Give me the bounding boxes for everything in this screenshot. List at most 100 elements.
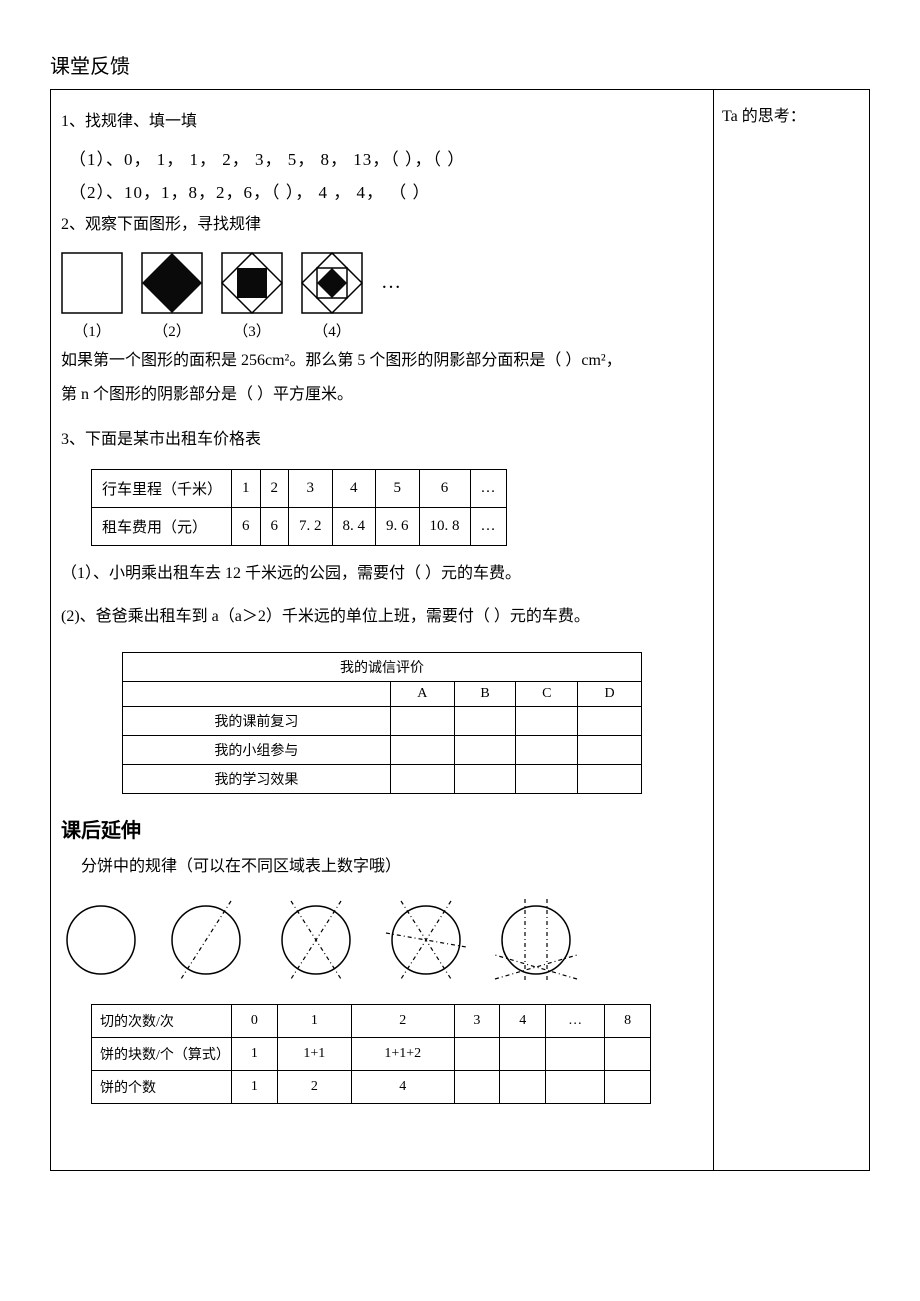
eval-title: 我的诚信评价 <box>123 652 642 681</box>
cell: 我的学习效果 <box>123 764 391 793</box>
q3-sub2: (2)、爸爸乘出租车到 a（a＞2）千米远的单位上班，需要付（ ）元的车费。 <box>61 603 703 632</box>
shape-3-icon <box>221 252 283 314</box>
circle-0-icon <box>61 895 141 990</box>
shape-labels: （1） （2） （3） （4） <box>61 320 703 341</box>
table-row: 我的小组参与 <box>123 735 642 764</box>
shape-label-3: （3） <box>221 320 283 341</box>
row-label: 饼的个数 <box>92 1071 232 1104</box>
cell: 5 <box>376 469 420 507</box>
cell: … <box>470 469 506 507</box>
cell: 6 <box>232 507 261 545</box>
cell: 10. 8 <box>419 507 470 545</box>
cell: 1 <box>277 1005 351 1038</box>
cell <box>454 706 516 735</box>
table-row: 行车里程（千米） 1 2 3 4 5 6 … <box>92 469 507 507</box>
row-label: 行车里程（千米） <box>92 469 232 507</box>
cell <box>500 1038 546 1071</box>
cell <box>500 1071 546 1104</box>
cell <box>390 735 454 764</box>
circle-2-icon <box>271 895 361 990</box>
cell: 7. 2 <box>289 507 333 545</box>
extension-table: 切的次数/次 0 1 2 3 4 … 8 饼的块数/个（算式） 1 1+1 1+… <box>91 1004 651 1104</box>
taxi-price-table: 行车里程（千米） 1 2 3 4 5 6 … 租车费用（元） 6 6 7. 2 … <box>91 469 507 546</box>
right-col-title: Ta 的思考： <box>722 102 861 126</box>
table-row: 我的课前复习 <box>123 706 642 735</box>
cell: 9. 6 <box>376 507 420 545</box>
page-title: 课堂反馈 <box>50 50 870 79</box>
circles-row <box>61 895 703 990</box>
cell: 1+1 <box>277 1038 351 1071</box>
shape-label-4: （4） <box>301 320 363 341</box>
cell: 4 <box>332 469 376 507</box>
q1-seq1: （1）、0， 1， 1， 2， 3， 5， 8， 13，（ ），（ ） <box>69 145 703 170</box>
cell <box>390 706 454 735</box>
shape-4-icon <box>301 252 363 314</box>
table-row: A B C D <box>123 681 642 706</box>
circle-3-icon <box>381 895 471 990</box>
cell: B <box>454 681 516 706</box>
row-label: 饼的块数/个（算式） <box>92 1038 232 1071</box>
cell: 8 <box>605 1005 651 1038</box>
cell: 1 <box>232 469 261 507</box>
cell: 1 <box>232 1038 278 1071</box>
cell: D <box>578 681 642 706</box>
cell <box>516 706 578 735</box>
circle-1-icon <box>161 895 251 990</box>
table-row: 饼的个数 1 2 4 <box>92 1071 651 1104</box>
shape-label-2: （2） <box>141 320 203 341</box>
row-label: 租车费用（元） <box>92 507 232 545</box>
cell <box>546 1038 605 1071</box>
cell: 1+1+2 <box>351 1038 454 1071</box>
q3-title: 3、下面是某市出租车价格表 <box>61 426 703 455</box>
left-column: 1、找规律、填一填 （1）、0， 1， 1， 2， 3， 5， 8， 13，（ … <box>51 90 714 1170</box>
shape-1-icon <box>61 252 123 314</box>
cell: 2 <box>351 1005 454 1038</box>
cell <box>454 764 516 793</box>
table-row: 切的次数/次 0 1 2 3 4 … 8 <box>92 1005 651 1038</box>
cell: 0 <box>232 1005 278 1038</box>
cell <box>605 1071 651 1104</box>
q2-title: 2、观察下面图形，寻找规律 <box>61 211 703 240</box>
cell <box>390 764 454 793</box>
cell <box>578 706 642 735</box>
cell: 1 <box>232 1071 278 1104</box>
cell <box>578 735 642 764</box>
cell: 4 <box>351 1071 454 1104</box>
row-label: 切的次数/次 <box>92 1005 232 1038</box>
q1-title: 1、找规律、填一填 <box>61 108 703 137</box>
cell: 3 <box>289 469 333 507</box>
table-row: 饼的块数/个（算式） 1 1+1 1+1+2 <box>92 1038 651 1071</box>
q3-sub1: （1）、小明乘出租车去 12 千米远的公园，需要付（ ）元的车费。 <box>61 560 703 589</box>
cell: 3 <box>454 1005 500 1038</box>
main-container: 1、找规律、填一填 （1）、0， 1， 1， 2， 3， 5， 8， 13，（ … <box>50 89 870 1171</box>
cell: 6 <box>260 507 289 545</box>
shape-2-icon <box>141 252 203 314</box>
cell <box>454 1038 500 1071</box>
shape-label-1: （1） <box>61 320 123 341</box>
cell: 我的课前复习 <box>123 706 391 735</box>
q2-text1: 如果第一个图形的面积是 256cm²。那么第 5 个图形的阴影部分面积是（ ）c… <box>61 347 703 376</box>
cell: 8. 4 <box>332 507 376 545</box>
extension-subtitle: 分饼中的规律（可以在不同区域表上数字哦） <box>61 853 703 882</box>
shapes-row: … <box>61 252 703 314</box>
extension-title: 课后延伸 <box>61 814 703 843</box>
cell <box>454 735 516 764</box>
cell <box>578 764 642 793</box>
cell: … <box>546 1005 605 1038</box>
shapes-ellipsis: … <box>381 271 401 294</box>
table-row: 租车费用（元） 6 6 7. 2 8. 4 9. 6 10. 8 … <box>92 507 507 545</box>
q2-text2: 第 n 个图形的阴影部分是（ ）平方厘米。 <box>61 381 703 410</box>
q1-seq2: （2）、10，1，8，2，6，（ ）， 4 ， 4， （ ） <box>69 178 703 203</box>
cell: A <box>390 681 454 706</box>
cell: C <box>516 681 578 706</box>
table-row: 我的诚信评价 <box>123 652 642 681</box>
evaluation-table: 我的诚信评价 A B C D 我的课前复习 我的小组参与 我的学习效果 <box>122 652 642 794</box>
cell: 我的小组参与 <box>123 735 391 764</box>
circle-4-icon <box>491 895 581 990</box>
cell: 4 <box>500 1005 546 1038</box>
cell: 2 <box>277 1071 351 1104</box>
cell <box>546 1071 605 1104</box>
cell: … <box>470 507 506 545</box>
table-row: 我的学习效果 <box>123 764 642 793</box>
cell <box>123 681 391 706</box>
